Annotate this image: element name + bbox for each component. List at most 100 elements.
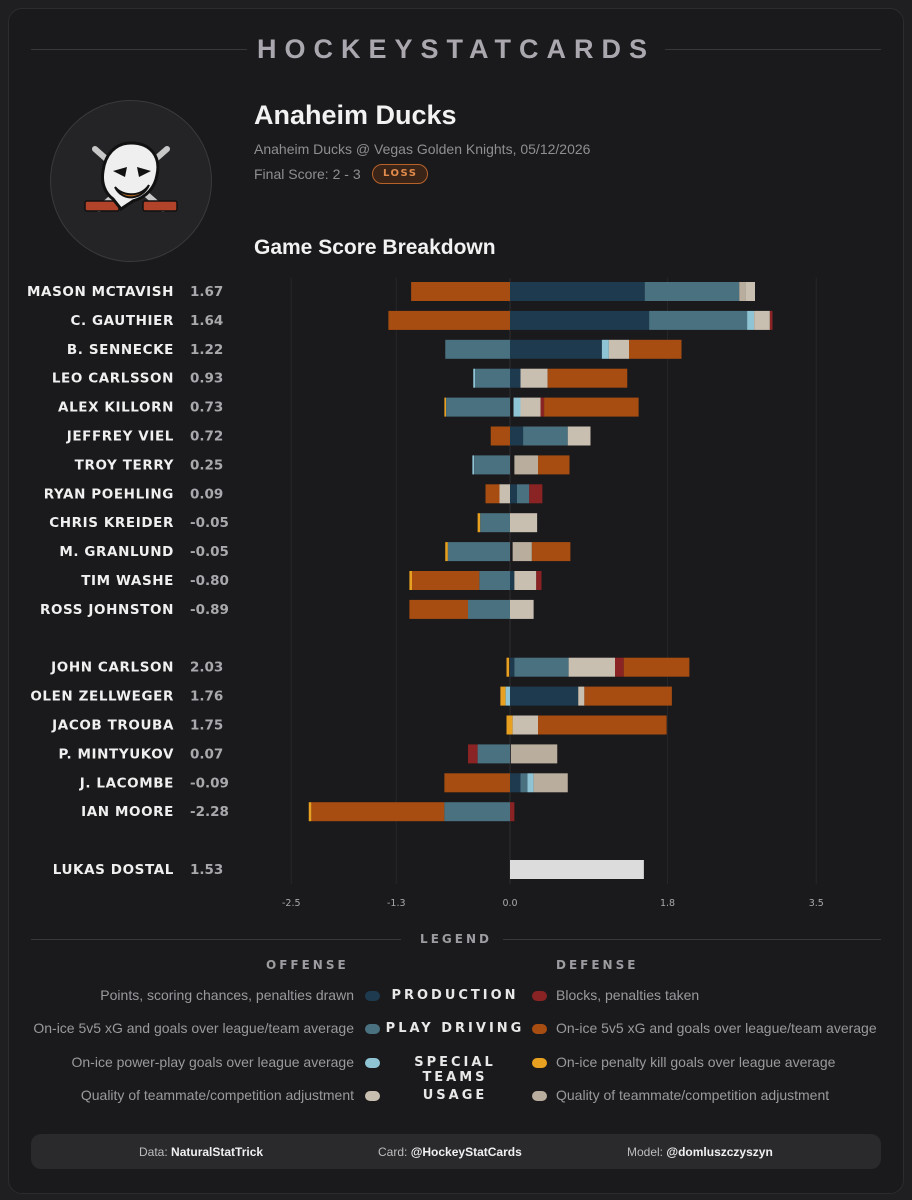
bar-segment-production (510, 686, 579, 706)
player-score: -0.89 (190, 602, 229, 618)
bar-segment-def-xg (490, 426, 510, 446)
bar-segment-blocks (536, 571, 542, 590)
player-score: 1.53 (190, 862, 223, 878)
result-badge: LOSS (372, 164, 429, 184)
bar-segment-special-teams (473, 368, 475, 388)
player-score: 0.09 (190, 486, 223, 502)
bar-segment-play-driving (644, 282, 740, 301)
footer-data-label: Data: (139, 1145, 168, 1159)
bar-segment-def-xg (411, 282, 510, 301)
legend-offense-swatch (365, 991, 380, 1001)
player-name: IAN MOORE (81, 804, 174, 820)
bar-segment-usage-off (520, 397, 541, 417)
player-score: 2.03 (190, 660, 223, 676)
chart-title: Game Score Breakdown (254, 236, 496, 259)
player-name: P. MINTYUKOV (58, 746, 174, 762)
player-name: J. LACOMBE (79, 775, 174, 791)
footer-model-value: @domluszczyszyn (666, 1145, 773, 1159)
player-score: 0.93 (190, 371, 223, 387)
legend-defense-desc: On-ice 5v5 xG and goals over league/team… (556, 1020, 877, 1037)
player-score: 0.25 (190, 457, 223, 473)
player-name: C. GAUTHIER (70, 313, 174, 329)
legend-defense-desc: Blocks, penalties taken (556, 987, 700, 1003)
bar-segment-penalty-kill (444, 397, 447, 417)
bar-segment-play-driving (475, 368, 510, 388)
bar-segment-def-xg (485, 484, 500, 504)
bar-segment-production (510, 426, 524, 446)
bar-segment-def-xg (409, 599, 468, 619)
bar-segment-play-driving (480, 513, 510, 533)
bar-segment-def-xg (544, 397, 639, 417)
footer-model-label: Model: (627, 1145, 664, 1159)
bar-segment-penalty-kill (506, 657, 510, 677)
bar-segment-penalty-kill (506, 715, 510, 735)
bar-segment-special-teams (527, 773, 534, 793)
legend-offense-swatch (365, 1057, 380, 1068)
x-tick-label: 3.5 (809, 898, 824, 909)
legend-rule-left (31, 939, 401, 940)
legend-defense-desc: On-ice penalty kill goals over league av… (556, 1053, 836, 1070)
bar-segment-play-driving (474, 455, 510, 475)
header-rule-left (31, 49, 247, 50)
bar-segment-usage-def (510, 744, 558, 764)
player-name: MASON MCTAVISH (27, 284, 174, 300)
bar-segment-penalty-kill (445, 542, 448, 562)
legend-defense-swatch (532, 991, 547, 1001)
bar-segment-usage-off (608, 339, 629, 359)
brand-title: HOCKEYSTATCARDS (256, 34, 655, 64)
x-tick-label: 1.8 (660, 898, 675, 909)
bar-segment-production (510, 339, 602, 359)
x-tick-label: 0.0 (502, 898, 517, 909)
bar-segment-penalty-kill (409, 571, 412, 590)
bar-segment-play-driving (468, 599, 510, 619)
bar-segment-production (510, 484, 517, 504)
bar-segment-production (510, 368, 521, 388)
final-score: Final Score: 2 - 3 (254, 166, 361, 182)
bar-segment-penalty-kill (500, 686, 506, 706)
bar-segment-play-driving (523, 426, 568, 446)
legend-defense-head: DEFENSE (556, 958, 639, 972)
bar-segment-def-xg (584, 686, 672, 706)
bar-segment-def-xg (388, 310, 510, 330)
player-score: 0.72 (190, 429, 223, 445)
bar-segment-play-driving (520, 773, 528, 793)
bar-segment-production (510, 571, 515, 590)
footer-card: Card: @HockeyStatCards (378, 1145, 522, 1159)
bar-segment-def-xg (547, 368, 628, 388)
bar-segment-play-driving (479, 571, 510, 590)
player-name: CHRIS KREIDER (49, 515, 174, 531)
legend-defense-desc: Quality of teammate/competition adjustme… (556, 1087, 830, 1104)
legend-defense-swatch (532, 1091, 547, 1102)
player-score: -0.05 (190, 515, 229, 531)
bar-segment-play-driving (514, 657, 569, 677)
legend-offense-swatch (365, 1024, 380, 1035)
bar-segment-usage-off (568, 657, 615, 677)
team-name: Anaheim Ducks (254, 100, 457, 130)
bar-segment-production (510, 657, 515, 677)
legend-offense-head: OFFENSE (266, 958, 349, 972)
bar-segment-usage-off (514, 571, 537, 590)
bar-segment-usage-def (514, 455, 538, 475)
bar-segment-usage-off (745, 282, 755, 301)
player-name: TROY TERRY (75, 457, 174, 473)
bar-segment-blocks (769, 310, 773, 330)
player-name: LEO CARLSSON (52, 371, 174, 387)
bar-segment-play-driving (649, 310, 748, 330)
bar-segment-usage-def (512, 542, 532, 562)
bar-segment-penalty-kill (510, 715, 513, 735)
player-name: M. GRANLUND (59, 544, 174, 560)
legend-offense-desc: Points, scoring chances, penalties drawn (100, 987, 354, 1003)
bar-segment-play-driving (447, 542, 510, 562)
player-name: JOHN CARLSON (50, 660, 174, 676)
legend-category: SPECIAL TEAMS (414, 1054, 496, 1085)
bar-segment-usage-off (512, 715, 538, 735)
legend-defense-swatch (532, 1024, 547, 1035)
player-name: ROSS JOHNSTON (40, 602, 174, 618)
bar-segment-play-driving (477, 744, 510, 764)
legend-offense-desc: On-ice 5v5 xG and goals over league/team… (33, 1020, 354, 1037)
bar-segment-penalty-kill (308, 802, 312, 822)
bar-segment-usage-off (510, 513, 538, 533)
player-score: 0.73 (190, 400, 223, 416)
player-name: ALEX KILLORN (58, 400, 174, 416)
bar-segment-special-teams (472, 455, 475, 475)
